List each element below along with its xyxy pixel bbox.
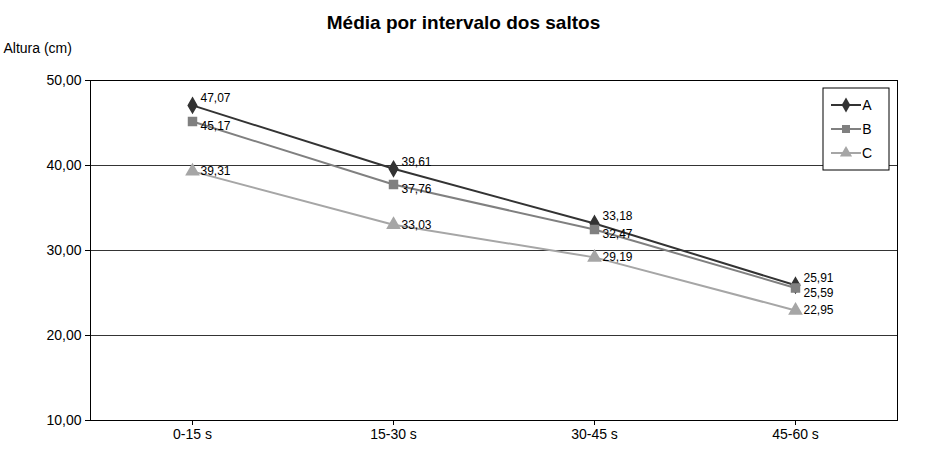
svg-text:40,00: 40,00 <box>46 157 81 173</box>
svg-text:29,19: 29,19 <box>603 250 633 264</box>
svg-text:39,31: 39,31 <box>201 164 231 178</box>
svg-text:30,00: 30,00 <box>46 242 81 258</box>
html-text:Média por intervalo dos saltos: Média por intervalo dos saltos <box>326 12 601 33</box>
svg-text:30-45 s: 30-45 s <box>571 426 618 442</box>
svg-text:47,07: 47,07 <box>201 91 231 105</box>
svg-text:20,00: 20,00 <box>46 327 81 343</box>
svg-text:A: A <box>862 97 872 113</box>
svg-text:32,47: 32,47 <box>603 227 633 241</box>
svg-text:C: C <box>862 145 872 161</box>
svg-text:10,00: 10,00 <box>46 412 81 428</box>
svg-text:25,59: 25,59 <box>804 286 834 300</box>
svg-text:50,00: 50,00 <box>46 72 81 88</box>
svg-text:B: B <box>862 121 871 137</box>
svg-text:Altura (cm): Altura (cm) <box>4 40 72 56</box>
svg-text:33,03: 33,03 <box>402 218 432 232</box>
svg-text:39,61: 39,61 <box>402 155 432 169</box>
svg-text:0-15 s: 0-15 s <box>173 426 212 442</box>
svg-text:45-60 s: 45-60 s <box>772 426 819 442</box>
svg-text:33,18: 33,18 <box>603 209 633 223</box>
svg-text:37,76: 37,76 <box>402 182 432 196</box>
svg-text:22,95: 22,95 <box>804 303 834 317</box>
svg-text:25,91: 25,91 <box>804 271 834 285</box>
svg-text:45,17: 45,17 <box>201 119 231 133</box>
svg-text:15-30 s: 15-30 s <box>370 426 417 442</box>
